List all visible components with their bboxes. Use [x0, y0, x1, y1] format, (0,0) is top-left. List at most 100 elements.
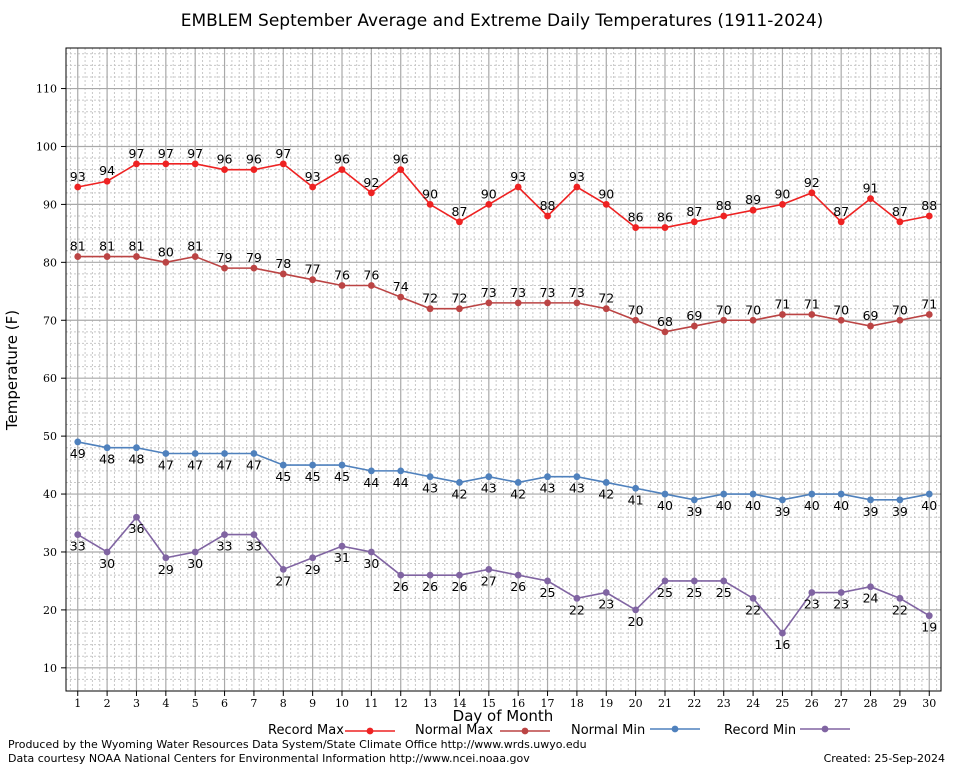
y-tick-label: 80	[43, 256, 57, 269]
normal-max-point	[133, 253, 140, 260]
record-max-data-label: 88	[540, 198, 556, 213]
record-min-point	[221, 531, 228, 538]
normal-max-data-label: 72	[422, 291, 438, 306]
legend-marker-normal-max	[521, 727, 529, 735]
normal-max-data-label: 81	[99, 239, 115, 254]
record-min-data-label: 30	[99, 556, 115, 571]
normal-min-series	[74, 438, 933, 504]
record-min-data-label: 26	[393, 579, 409, 594]
normal-min-data-label: 43	[481, 481, 497, 496]
record-max-point	[191, 160, 199, 168]
normal-max-point	[661, 328, 669, 336]
normal-min-data-label: 47	[217, 457, 233, 472]
record-max-data-label: 91	[863, 181, 879, 196]
record-min-data-label: 25	[686, 585, 702, 600]
record-max-data-label: 87	[833, 204, 849, 219]
normal-min-point	[925, 490, 933, 498]
normal-min-point	[456, 479, 463, 486]
record-min-point	[867, 583, 874, 591]
record-min-point	[133, 513, 140, 521]
legend-label-record-max: Record Max	[268, 723, 344, 738]
y-tick-label: 100	[36, 140, 57, 153]
normal-min-data-label: 39	[774, 504, 790, 519]
record-min-point	[456, 571, 463, 579]
y-tick-label: 50	[43, 430, 57, 443]
record-max-point	[338, 166, 346, 174]
normal-min-data-label: 40	[745, 498, 761, 513]
normal-max-data-label: 76	[334, 268, 350, 283]
record-max-data-label: 87	[892, 204, 908, 219]
record-max-point	[808, 189, 816, 197]
record-min-data-label: 22	[892, 602, 908, 617]
normal-max-point	[837, 316, 845, 324]
legend-label-normal-max: Normal Max	[415, 723, 493, 738]
record-max-data-label: 93	[70, 169, 86, 184]
normal-min-point	[250, 450, 258, 457]
record-min-data-label: 31	[334, 550, 350, 565]
normal-min-data-label: 42	[598, 486, 614, 501]
record-max-data-label: 87	[452, 204, 468, 219]
normal-min-point	[309, 461, 317, 469]
record-min-data-label: 25	[716, 585, 732, 600]
normal-min-point	[720, 490, 728, 498]
record-max-point	[426, 201, 434, 208]
normal-min-data-label: 48	[129, 452, 145, 467]
normal-min-data-label: 45	[275, 469, 291, 484]
normal-min-data-label: 47	[246, 457, 262, 472]
normal-max-data-label: 73	[510, 285, 526, 300]
x-tick-label: 9	[309, 697, 316, 710]
normal-min-point	[573, 473, 581, 481]
legend-label-normal-min: Normal Min	[571, 723, 645, 738]
record-max-point	[279, 160, 287, 168]
record-max-point	[397, 166, 405, 174]
record-min-data-label: 27	[481, 573, 497, 588]
record-min-point	[779, 629, 786, 637]
normal-max-point	[338, 282, 346, 289]
record-min-point	[74, 531, 82, 538]
y-tick-label: 30	[43, 546, 57, 559]
record-min-data-label: 23	[804, 597, 820, 612]
record-max-data-label: 92	[804, 175, 820, 190]
footer-credit-line-2: Data courtesy NOAA National Centers for …	[8, 752, 530, 765]
x-tick-label: 1	[74, 697, 81, 710]
record-min-point	[896, 594, 904, 602]
normal-min-data-label: 40	[833, 498, 849, 513]
normal-min-point	[191, 450, 199, 457]
normal-min-point	[808, 490, 816, 498]
normal-max-point	[867, 322, 874, 330]
normal-max-data-label: 71	[804, 296, 820, 311]
record-max-point	[632, 224, 640, 231]
normal-min-point	[867, 496, 874, 504]
record-max-point	[221, 166, 228, 174]
record-min-point	[426, 571, 434, 579]
y-tick-label: 10	[43, 662, 57, 675]
record-min-data-label: 33	[217, 539, 233, 554]
normal-max-data-label: 71	[921, 296, 937, 311]
normal-min-data-label: 45	[305, 469, 321, 484]
normal-min-point	[544, 473, 551, 481]
normal-max-point	[456, 305, 463, 313]
y-tick-label: 110	[36, 83, 57, 96]
record-max-data-label: 86	[628, 210, 644, 225]
record-max-point	[837, 218, 845, 226]
normal-min-data-label: 49	[70, 446, 86, 461]
normal-min-data-label: 40	[804, 498, 820, 513]
record-min-point	[250, 531, 258, 538]
record-min-data-label: 29	[158, 562, 174, 577]
x-tick-label: 26	[805, 697, 819, 710]
x-tick-label: 12	[394, 697, 408, 710]
record-min-data-label: 23	[598, 597, 614, 612]
record-min-data-label: 26	[422, 579, 438, 594]
normal-max-data-label: 79	[246, 250, 262, 265]
record-min-point	[602, 589, 610, 596]
y-tick-label: 60	[43, 372, 57, 385]
normal-max-point	[367, 282, 375, 289]
record-min-data-label: 19	[921, 620, 937, 635]
record-max-point	[661, 224, 669, 231]
record-max-data-label: 90	[481, 186, 497, 201]
record-min-data-label: 24	[863, 591, 879, 606]
record-max-data-label: 88	[716, 198, 732, 213]
normal-max-point	[514, 299, 522, 307]
normal-max-point	[779, 311, 786, 318]
normal-min-line	[77, 441, 930, 501]
